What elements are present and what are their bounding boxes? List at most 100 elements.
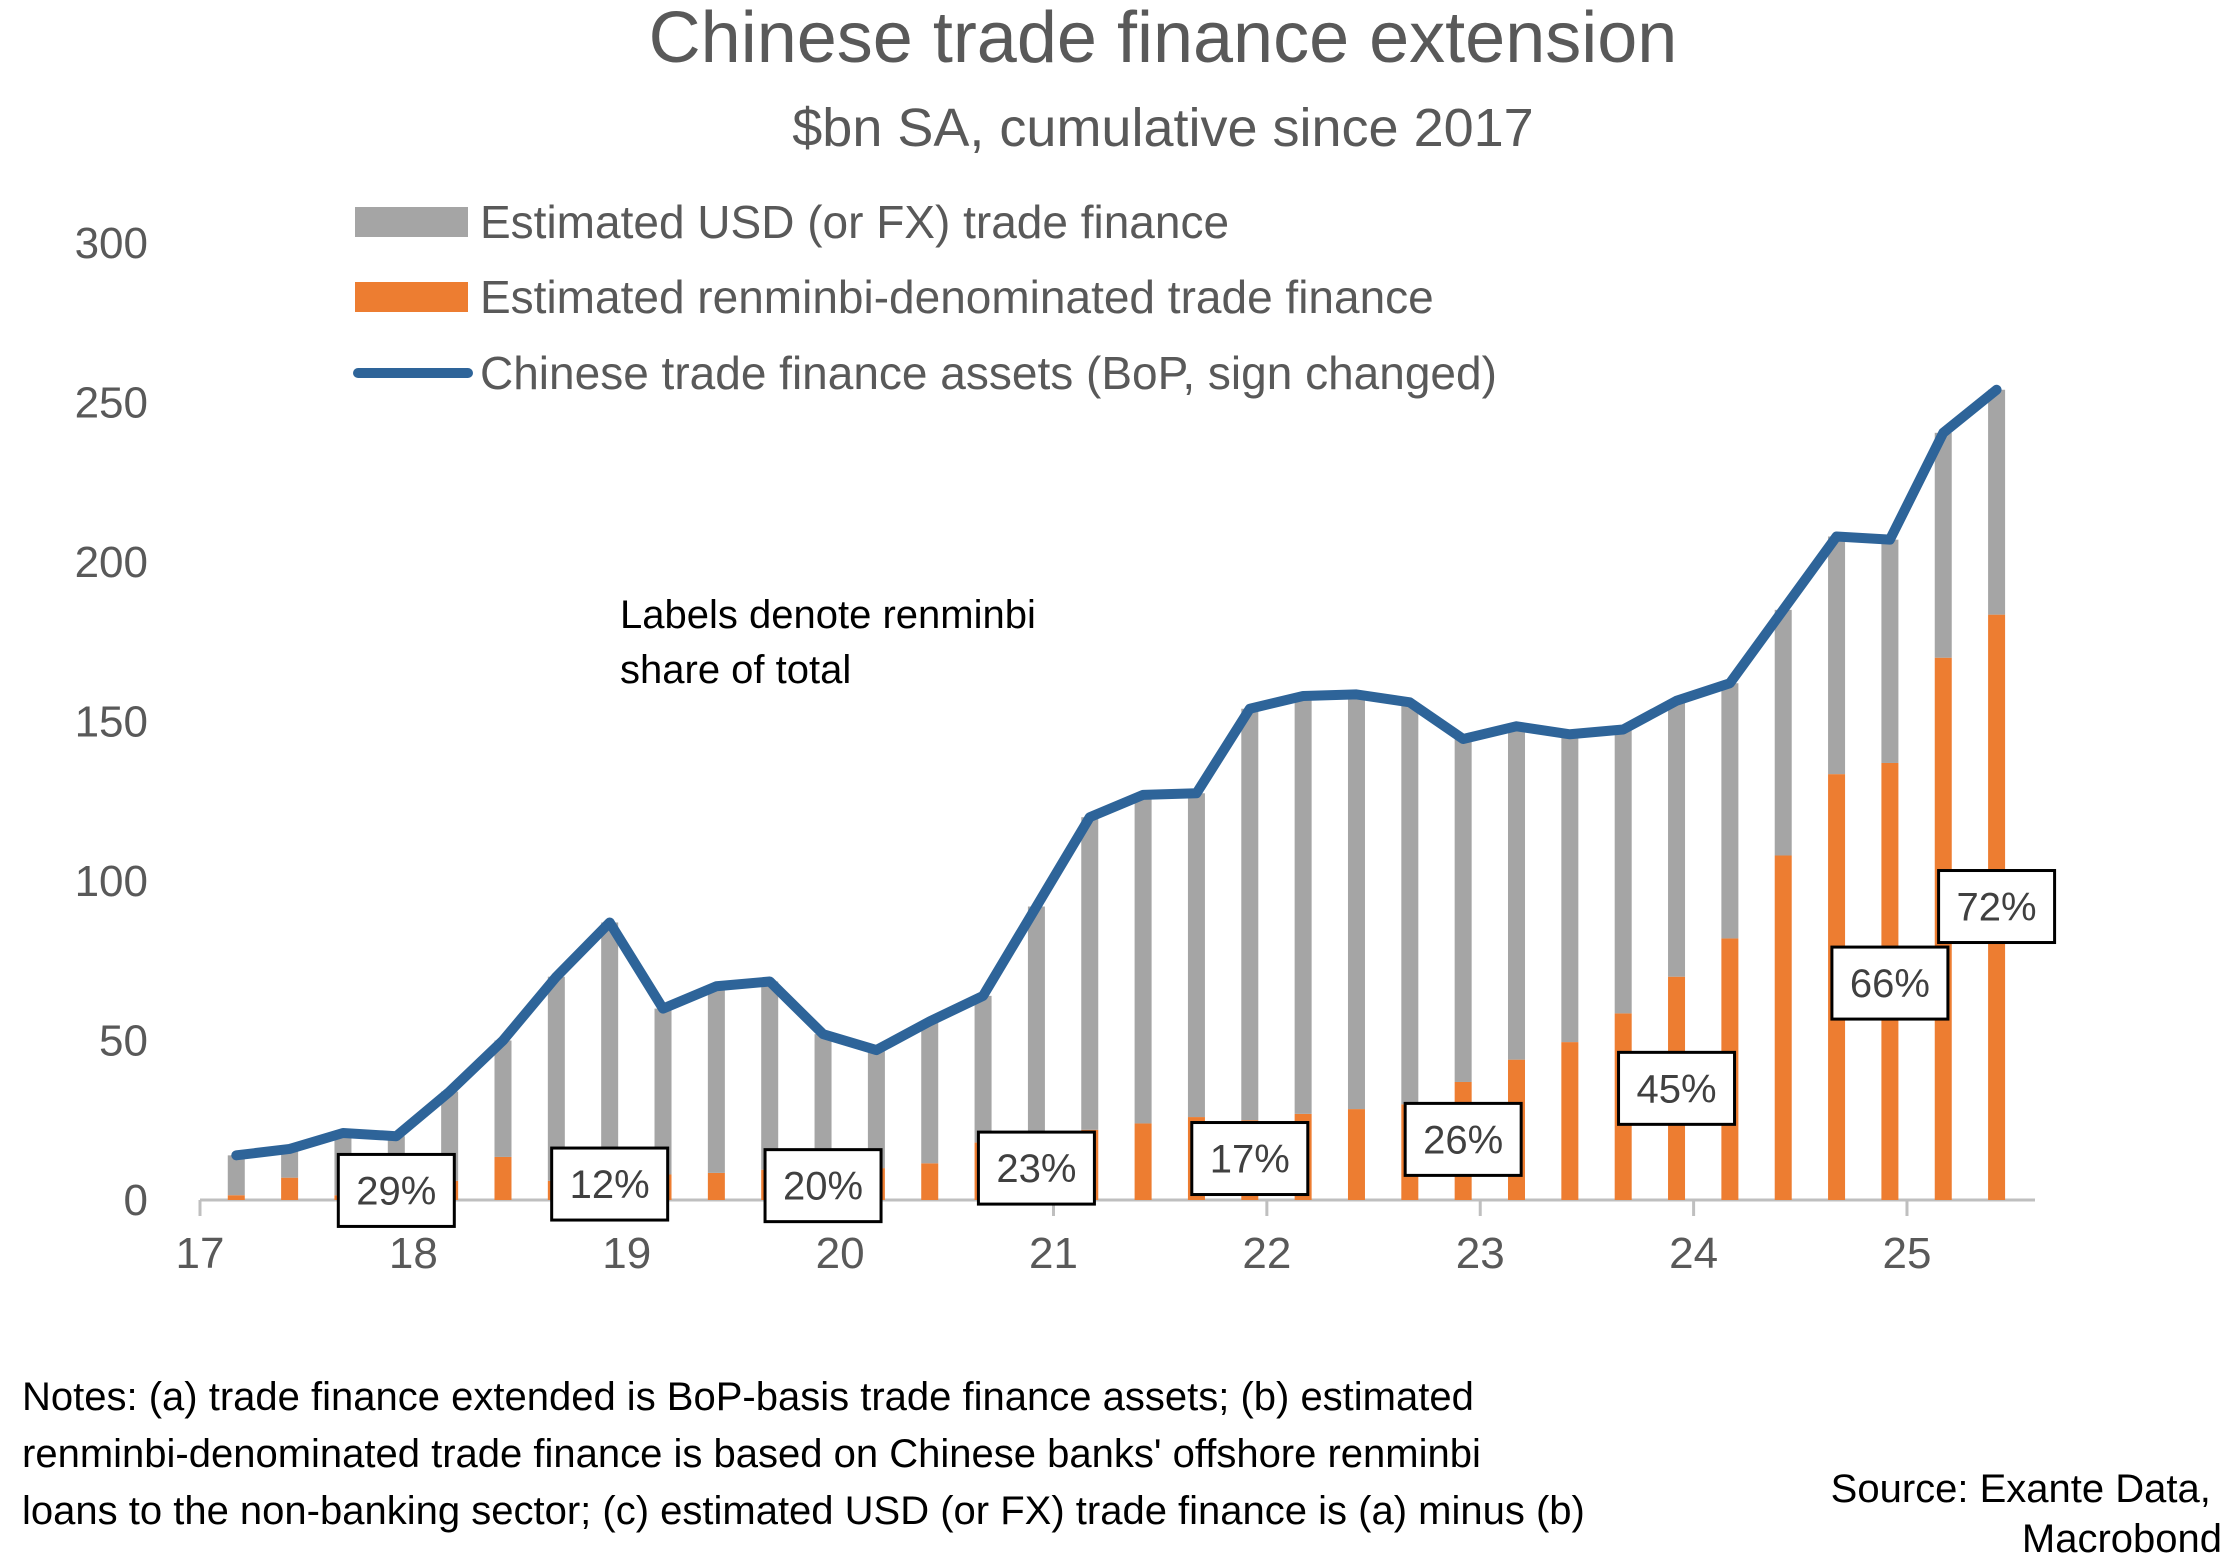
bar-usd bbox=[814, 1034, 832, 1169]
bar-renminbi bbox=[281, 1177, 299, 1200]
notes-line-2: renminbi-denominated trade finance is ba… bbox=[22, 1432, 1481, 1476]
x-tick-label: 18 bbox=[389, 1229, 438, 1278]
bar-usd bbox=[1081, 817, 1099, 1130]
x-tick-label: 20 bbox=[816, 1229, 865, 1278]
bar-usd bbox=[1027, 906, 1045, 1159]
bar-renminbi bbox=[1774, 855, 1792, 1200]
chart-title: Chinese trade finance extension bbox=[649, 0, 1678, 78]
share-label-text: 72% bbox=[1957, 886, 2037, 930]
x-tick-label: 17 bbox=[176, 1229, 225, 1278]
bar-usd bbox=[654, 1008, 672, 1175]
chart-subtitle: $bn SA, cumulative since 2017 bbox=[792, 98, 1533, 158]
source-line-2: Macrobond bbox=[2022, 1517, 2222, 1557]
notes-line-3: loans to the non-banking sector; (c) est… bbox=[22, 1489, 1585, 1533]
bar-usd bbox=[974, 995, 992, 1143]
share-label: 45% bbox=[1617, 1050, 1737, 1126]
annotation-text: Labels denote renminbi share of total bbox=[620, 593, 1047, 692]
share-label-box bbox=[550, 1146, 670, 1222]
legend-item: Estimated renminbi-denominated trade fin… bbox=[355, 271, 1434, 323]
share-label-box bbox=[1830, 945, 1950, 1021]
share-label-text: 29% bbox=[356, 1169, 436, 1213]
share-label-text: 20% bbox=[783, 1165, 863, 1209]
share-label-text: 45% bbox=[1637, 1067, 1717, 1111]
x-tick-label: 24 bbox=[1669, 1229, 1718, 1278]
bar-usd bbox=[1828, 536, 1846, 775]
share-label: 23% bbox=[976, 1130, 1096, 1206]
legend-label: Estimated renminbi-denominated trade fin… bbox=[480, 271, 1434, 323]
line-trade-finance-assets bbox=[231, 384, 2002, 1161]
notes-line-1: Notes: (a) trade finance extended is BoP… bbox=[22, 1375, 1474, 1419]
bar-renminbi bbox=[1561, 1042, 1579, 1200]
bar-usd bbox=[547, 976, 565, 1181]
bar-usd bbox=[1508, 726, 1526, 1060]
bar-usd bbox=[1294, 695, 1312, 1114]
legend-label: Estimated USD (or FX) trade finance bbox=[480, 196, 1229, 248]
bar-usd bbox=[761, 981, 779, 1170]
bar-usd bbox=[494, 1040, 512, 1157]
share-label: 72% bbox=[1937, 869, 2057, 945]
bar-usd bbox=[1988, 389, 2006, 615]
y-axis: 0 50 100 150 200 250 300 bbox=[75, 219, 148, 1225]
y-tick-label: 150 bbox=[75, 698, 148, 747]
legend: Estimated USD (or FX) trade finance Estim… bbox=[353, 196, 1497, 399]
bar-renminbi bbox=[227, 1195, 245, 1200]
x-tick-label: 21 bbox=[1029, 1229, 1078, 1278]
y-tick-label: 100 bbox=[75, 857, 148, 906]
y-tick-label: 50 bbox=[99, 1017, 148, 1066]
x-tick-label: 22 bbox=[1242, 1229, 1291, 1278]
bar-usd bbox=[1187, 793, 1205, 1118]
bar-renminbi bbox=[1134, 1123, 1152, 1200]
bar-usd bbox=[1241, 708, 1259, 1121]
bar-usd bbox=[1721, 683, 1739, 939]
bars bbox=[227, 389, 2006, 1200]
source-line-1: Source: Exante Data, bbox=[1831, 1467, 2211, 1511]
share-label-box bbox=[1190, 1121, 1310, 1197]
source-text: Source: Exante Data, Macrobond bbox=[1831, 1467, 2222, 1557]
share-label-box bbox=[1617, 1050, 1737, 1126]
legend-swatch bbox=[355, 207, 468, 237]
x-tick-label: 23 bbox=[1456, 1229, 1505, 1278]
bar-usd bbox=[281, 1148, 299, 1178]
bar-usd bbox=[1881, 539, 1899, 763]
share-label-text: 26% bbox=[1423, 1118, 1503, 1162]
share-label-text: 23% bbox=[996, 1147, 1076, 1191]
share-label-box bbox=[1403, 1101, 1523, 1177]
bar-usd bbox=[1401, 702, 1419, 1105]
bar-usd bbox=[1668, 700, 1686, 977]
share-label-box bbox=[976, 1130, 1096, 1206]
x-tick-label: 19 bbox=[602, 1229, 651, 1278]
legend-label: Chinese trade finance assets (BoP, sign … bbox=[480, 347, 1497, 399]
share-label-text: 17% bbox=[1210, 1138, 1290, 1182]
legend-item: Chinese trade finance assets (BoP, sign … bbox=[353, 347, 1497, 399]
x-tick-label: 25 bbox=[1883, 1229, 1932, 1278]
y-tick-label: 200 bbox=[75, 538, 148, 587]
line-series bbox=[231, 384, 2002, 1161]
bar-usd bbox=[1561, 734, 1579, 1043]
bar-usd bbox=[1347, 694, 1365, 1110]
bar-renminbi bbox=[1347, 1109, 1365, 1200]
bar-usd bbox=[1934, 432, 1952, 658]
bar-usd bbox=[867, 1050, 885, 1169]
y-tick-label: 300 bbox=[75, 219, 148, 268]
share-label-box bbox=[763, 1148, 883, 1224]
bar-usd bbox=[707, 986, 725, 1173]
legend-item: Estimated USD (or FX) trade finance bbox=[355, 196, 1229, 248]
y-tick-label: 0 bbox=[124, 1176, 148, 1225]
bar-usd bbox=[227, 1155, 245, 1196]
bar-usd bbox=[1454, 739, 1472, 1082]
bar-usd bbox=[601, 922, 619, 1169]
share-label: 12% bbox=[550, 1146, 670, 1222]
share-label: 66% bbox=[1830, 945, 1950, 1021]
bar-usd bbox=[921, 1021, 939, 1164]
share-label: 20% bbox=[763, 1148, 883, 1224]
bar-renminbi bbox=[921, 1163, 939, 1200]
share-label: 29% bbox=[336, 1152, 456, 1228]
bar-renminbi bbox=[707, 1172, 725, 1200]
annotation-line-1: Labels denote renminbi bbox=[620, 593, 1036, 637]
bar-renminbi bbox=[494, 1156, 512, 1200]
share-label: 26% bbox=[1403, 1101, 1523, 1177]
legend-swatch bbox=[355, 282, 468, 312]
share-label: 17% bbox=[1190, 1121, 1310, 1197]
bar-usd bbox=[1134, 794, 1152, 1124]
